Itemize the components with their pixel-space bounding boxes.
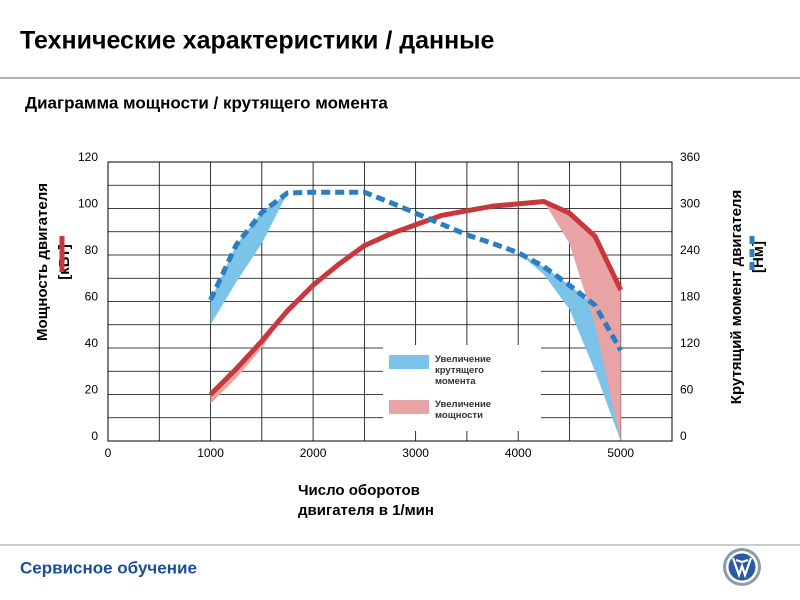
vw-logo xyxy=(723,548,761,586)
y-tick-label: 80 xyxy=(85,243,99,257)
line xyxy=(208,189,623,352)
legend-label: Увеличение крутящего момента xyxy=(435,354,491,387)
y-axis-label-line: Мощность двигателя xyxy=(34,183,51,341)
x-axis-label-line: Число оборотов xyxy=(298,482,420,499)
y-tick-label: 60 xyxy=(85,290,99,304)
x-axis-label: Число оборотов двигателя в 1/мин xyxy=(298,482,434,519)
y-axis-label: Мощность двигателя[кВт] xyxy=(34,183,73,341)
y-tick-label: 100 xyxy=(78,197,98,211)
footer-text: Сервисное обучение xyxy=(20,558,197,577)
x-tick-label: 4000 xyxy=(505,446,532,460)
y2-tick-label: 360 xyxy=(680,150,700,164)
x-axis-label-line: двигателя в 1/мин xyxy=(298,502,434,519)
y2-axis-label-line: Крутящий момент двигателя xyxy=(728,190,745,404)
x-tick-label: 0 xyxy=(105,446,112,460)
x-tick-label: 1000 xyxy=(197,446,224,460)
y2-tick-label: 120 xyxy=(680,336,700,350)
legend-swatch xyxy=(389,355,429,369)
increase-area xyxy=(210,193,288,325)
x-tick-label: 2000 xyxy=(300,446,327,460)
chart: 0 1000 2000 3000 4000 5000 0 20 40 60 80 100 120 0 60 1… xyxy=(34,150,767,519)
increase-area xyxy=(543,201,621,441)
legend-label: Увеличение мощности xyxy=(435,399,491,421)
slide-title: Технические характеристики / данные xyxy=(20,27,495,55)
y2-tick-label: 180 xyxy=(680,290,700,304)
y-tick-label: 120 xyxy=(78,150,98,164)
legend-label-line: момента xyxy=(435,376,476,387)
y-tick-label: 40 xyxy=(85,336,99,350)
y2-axis-label: Крутящий момент двигателя [Нм] xyxy=(728,190,767,404)
y2-tick-label: 240 xyxy=(680,243,700,257)
legend-label-line: Увеличение xyxy=(435,354,491,365)
x-tick-label: 5000 xyxy=(607,446,634,460)
legend-label-line: крутящего xyxy=(435,365,484,376)
y2-tick-label: 0 xyxy=(680,429,687,443)
legend-swatch xyxy=(389,400,429,414)
x-tick-label: 3000 xyxy=(402,446,429,460)
y2-tick-label: 300 xyxy=(680,197,700,211)
line xyxy=(208,199,623,397)
chart-title: Диаграмма мощности / крутящего момента xyxy=(25,93,388,112)
legend-label-line: Увеличение xyxy=(435,399,491,410)
y-tick-label: 20 xyxy=(85,383,99,397)
y-tick-label: 0 xyxy=(91,429,98,443)
legend-label-line: мощности xyxy=(435,410,483,421)
y2-tick-label: 60 xyxy=(680,383,694,397)
